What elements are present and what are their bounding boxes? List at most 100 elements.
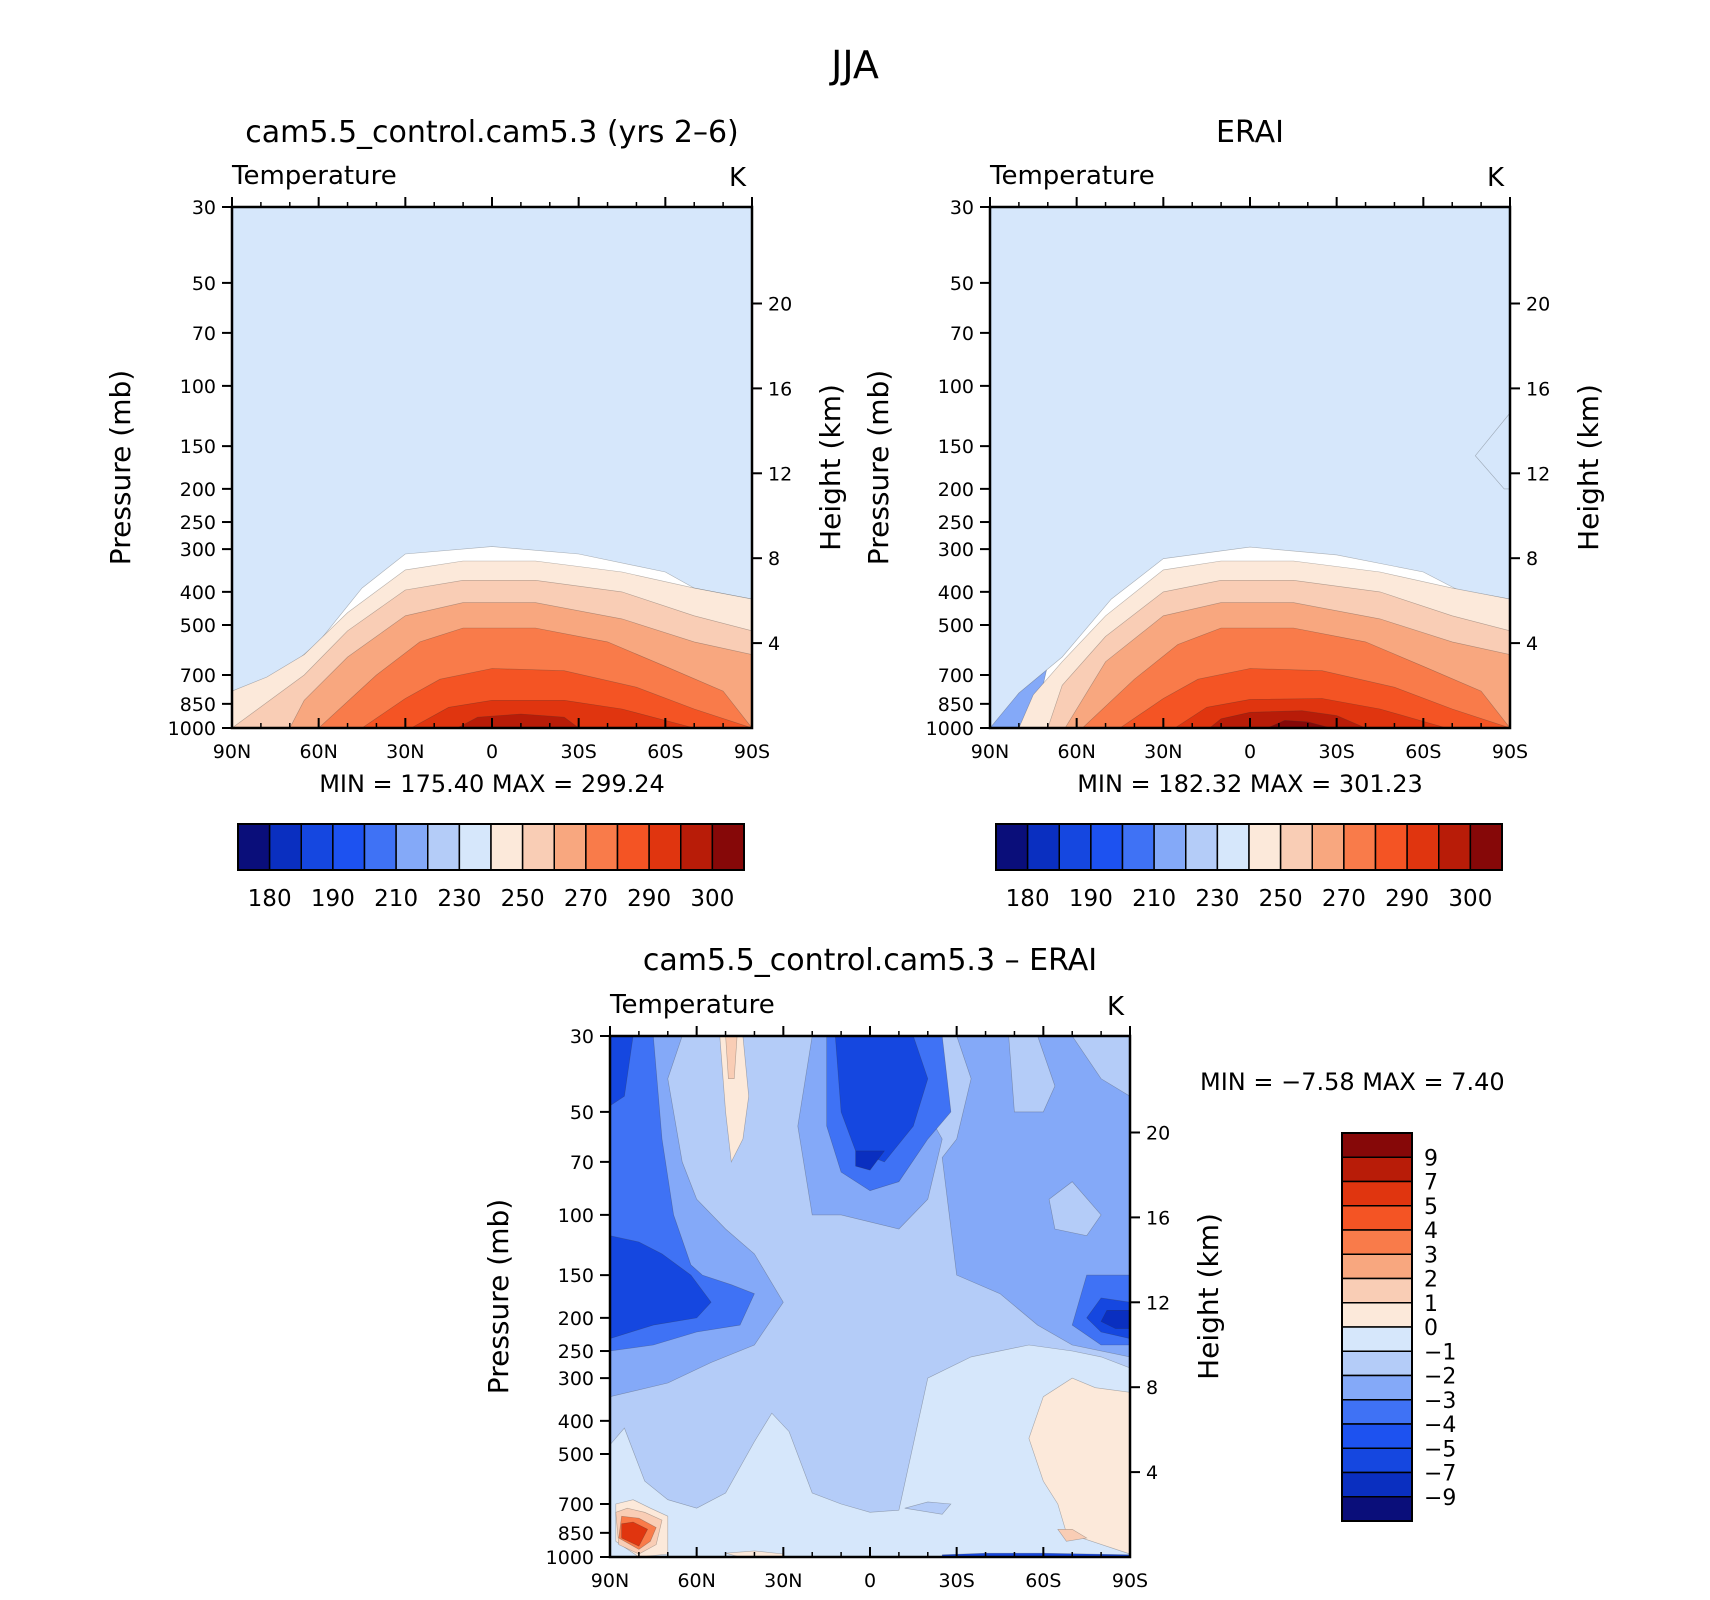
- colorbar-label: 300: [690, 886, 734, 912]
- colorbar-label: 230: [437, 886, 481, 912]
- y-tick-label: 250: [938, 512, 974, 534]
- colorbar-label: −3: [1424, 1389, 1456, 1414]
- x-tick-label: 0: [1244, 741, 1256, 763]
- colorbar-label: −4: [1424, 1413, 1456, 1438]
- colorbar-label: 250: [1259, 886, 1303, 912]
- y-right-tick-label: 4: [768, 633, 780, 655]
- colorbar-swatch: [1438, 823, 1472, 871]
- colorbar-label: 190: [1069, 886, 1113, 912]
- colorbar-label: 3: [1424, 1243, 1438, 1268]
- x-tick-label: 90S: [734, 741, 770, 763]
- contour-band: [725, 1036, 738, 1079]
- contour-field: [232, 207, 752, 728]
- colorbar-swatch: [1341, 1132, 1413, 1158]
- y-tick-label: 400: [938, 582, 974, 604]
- contour-band: [990, 207, 1510, 728]
- x-tick-label: 60N: [1057, 741, 1095, 763]
- colorbar-swatch: [1341, 1374, 1413, 1401]
- colorbar-swatch: [521, 823, 555, 871]
- y-tick-label: 150: [180, 436, 216, 458]
- contour-band: [1209, 710, 1366, 728]
- colorbar-swatch: [1216, 823, 1250, 871]
- colorbar-swatch: [1341, 1180, 1413, 1207]
- colorbar-swatch: [1341, 1447, 1413, 1474]
- colorbar-label: 230: [1195, 886, 1239, 912]
- x-tick-label: 30S: [561, 741, 597, 763]
- contour-band: [1267, 720, 1331, 728]
- y-right-tick-label: 16: [768, 378, 792, 400]
- y-axis-right-label: Height (km): [1572, 384, 1605, 551]
- y-tick-label: 300: [938, 539, 974, 561]
- x-tick-label: 90N: [971, 741, 1009, 763]
- colorbar-frame: [995, 823, 1503, 871]
- y-tick-label: 700: [938, 665, 974, 687]
- x-tick-label: 30N: [764, 1570, 802, 1592]
- y-tick-label: 700: [180, 665, 216, 687]
- x-tick-label: 90S: [1492, 741, 1528, 763]
- contour-band: [719, 1036, 750, 1163]
- colorbar-swatch: [427, 823, 461, 871]
- y-right-tick-label: 20: [768, 293, 792, 315]
- colorbar-label: 9: [1424, 1146, 1438, 1171]
- colorbar-swatch: [711, 823, 745, 871]
- colorbar-swatch: [490, 823, 524, 871]
- units-label: K: [1107, 992, 1125, 1022]
- y-tick-label: 250: [558, 1341, 594, 1363]
- y-tick-label: 70: [192, 323, 216, 345]
- colorbar-swatch: [1341, 1350, 1413, 1377]
- y-right-tick-label: 16: [1146, 1207, 1170, 1229]
- y-tick-label: 250: [180, 512, 216, 534]
- panel-diff: 90N 60N 30N 0 30S 60S 90S305070100150200250300…: [482, 943, 1505, 1592]
- colorbar-swatch: [1341, 1423, 1413, 1449]
- y-right-tick-label: 12: [1146, 1292, 1170, 1314]
- colorbar-swatch: [363, 823, 397, 871]
- x-tick-label: 60N: [299, 741, 337, 763]
- y-axis-label: Pressure (mb): [862, 370, 895, 565]
- colorbar-swatch: [300, 823, 334, 871]
- colorbar-swatch: [237, 823, 271, 871]
- colorbar-swatch: [1341, 1399, 1413, 1425]
- y-tick-label: 1000: [546, 1547, 594, 1569]
- colorbar-swatch: [616, 823, 650, 871]
- x-tick-label: 60S: [647, 741, 683, 763]
- colorbar-swatch: [1341, 1302, 1413, 1328]
- y-tick-label: 400: [558, 1411, 594, 1433]
- colorbar-label: 290: [1385, 886, 1429, 912]
- panel-obs: 90N 60N 30N 0 30S 60S 90S 30 50 70 100 150 200 250 300…: [862, 115, 1605, 912]
- colorbar-swatch: [648, 823, 682, 871]
- colorbar-label: 2: [1424, 1268, 1438, 1293]
- variable-label: Temperature: [231, 161, 397, 191]
- y-tick-label: 30: [570, 1026, 594, 1048]
- colorbar-label: 7: [1424, 1171, 1438, 1196]
- colorbar-label: 290: [627, 886, 671, 912]
- contour-band: [1028, 1377, 1130, 1555]
- y-right-tick-label: 20: [1146, 1122, 1170, 1144]
- contour-field: [610, 1036, 1130, 1557]
- contour-band: [621, 1521, 649, 1547]
- colorbar-swatch: [553, 823, 587, 871]
- y-tick-label: 150: [938, 436, 974, 458]
- colorbar-label: 0: [1424, 1316, 1438, 1341]
- colorbar-swatch: [1341, 1277, 1413, 1304]
- y-tick-label: 50: [192, 273, 216, 295]
- colorbar-swatch: [1248, 823, 1282, 871]
- y-tick-label: 30: [192, 197, 216, 219]
- panel-title: cam5.5_control.cam5.3 – ERAI: [643, 943, 1097, 978]
- y-right-tick-label: 20: [1526, 293, 1550, 315]
- y-right-tick-label: 4: [1146, 1462, 1158, 1484]
- y-right-tick-label: 8: [768, 548, 780, 570]
- colorbar: 180 190 210 230 250 270 290 300: [237, 823, 745, 912]
- colorbar-label: −5: [1424, 1437, 1456, 1462]
- colorbar-swatch: [1341, 1156, 1413, 1183]
- contour-band: [941, 1036, 1130, 1358]
- colorbar-swatch: [1406, 823, 1440, 871]
- x-tick-label: 30N: [1144, 741, 1182, 763]
- contour-field: [990, 207, 1510, 728]
- x-tick-label: 30N: [386, 741, 424, 763]
- y-tick-label: 200: [180, 479, 216, 501]
- contour-band: [904, 1501, 952, 1515]
- y-tick-label: 150: [558, 1265, 594, 1287]
- stats-text: MIN = −7.58 MAX = 7.40: [1200, 1068, 1505, 1096]
